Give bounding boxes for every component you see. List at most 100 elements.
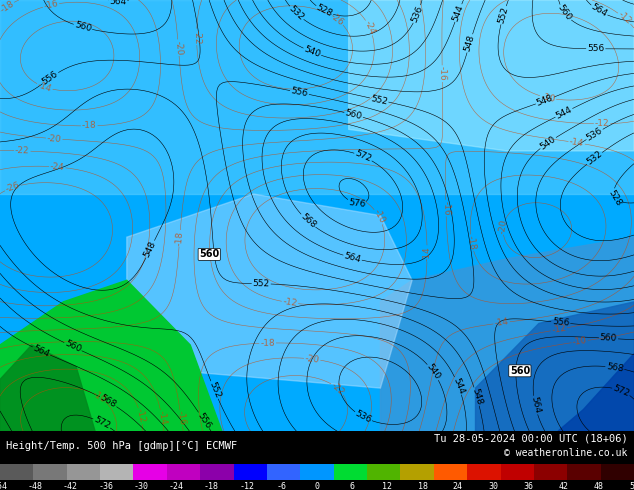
Bar [367,464,401,480]
Text: -24: -24 [49,162,65,172]
Text: 30: 30 [488,482,498,490]
Bar [534,464,567,480]
Text: -20: -20 [304,354,320,365]
Text: -12: -12 [239,482,254,490]
Bar [333,464,367,480]
Polygon shape [476,302,634,431]
Text: -6: -6 [277,482,287,490]
Text: -22: -22 [15,146,30,156]
Text: -18: -18 [0,0,16,14]
Text: 544: 544 [554,105,574,121]
Text: 556: 556 [290,86,309,98]
Polygon shape [349,0,634,151]
Text: 556: 556 [195,411,212,430]
Text: 564: 564 [343,251,362,265]
Bar [434,464,467,480]
Text: -42: -42 [63,482,78,490]
Text: -14: -14 [494,318,509,328]
Text: -26: -26 [328,11,346,27]
Polygon shape [0,280,222,431]
Text: 560: 560 [63,339,82,354]
Text: -24: -24 [363,19,377,36]
Text: 572: 572 [612,384,631,398]
Text: -18: -18 [260,339,275,348]
Bar [200,464,233,480]
Bar [301,464,333,480]
Text: -12: -12 [282,297,298,308]
Text: -16: -16 [43,0,59,11]
Text: 48: 48 [594,482,604,490]
Text: 560: 560 [600,333,618,343]
Text: 536: 536 [410,4,425,24]
Text: 560: 560 [344,108,363,122]
Text: 568: 568 [299,212,318,230]
Text: -14: -14 [569,137,585,148]
Text: -36: -36 [98,482,113,490]
Text: 576: 576 [347,197,366,209]
Text: -30: -30 [133,482,148,490]
Text: -10: -10 [372,208,387,225]
Bar [0,464,34,480]
Bar [67,464,100,480]
Text: 564: 564 [529,396,541,415]
Polygon shape [558,354,634,431]
Bar [500,464,534,480]
Text: 556: 556 [587,44,604,53]
Polygon shape [0,345,95,431]
Text: -14: -14 [36,80,53,94]
Bar [600,464,634,480]
Text: 564: 564 [589,2,609,19]
Text: 548: 548 [143,240,158,259]
Text: -10: -10 [540,92,556,104]
Text: -20: -20 [498,219,509,234]
Text: 560: 560 [556,3,573,23]
Text: 532: 532 [287,4,306,23]
Text: -12: -12 [134,408,147,424]
Text: 54: 54 [629,482,634,490]
Bar [167,464,200,480]
Bar [134,464,167,480]
Bar [467,464,500,480]
Text: -10: -10 [91,389,108,404]
Text: -22: -22 [192,29,201,44]
Text: 548: 548 [470,387,484,406]
Text: -24: -24 [169,482,184,490]
Text: 548: 548 [463,34,477,53]
Text: -10: -10 [572,336,588,347]
Text: 12: 12 [382,482,392,490]
Text: 556: 556 [41,70,60,87]
Text: 0: 0 [314,482,320,490]
Text: -22: -22 [329,381,346,397]
Text: 544: 544 [451,376,465,395]
Text: Tu 28-05-2024 00:00 UTC (18+06): Tu 28-05-2024 00:00 UTC (18+06) [434,434,628,443]
Text: -18: -18 [204,482,219,490]
Text: 552: 552 [370,94,389,106]
Text: 548: 548 [535,94,554,108]
Text: -16: -16 [176,410,187,426]
Text: 540: 540 [538,134,557,151]
Text: 532: 532 [585,149,604,167]
Text: -20: -20 [46,134,61,144]
Bar [401,464,434,480]
Text: -54: -54 [0,482,8,490]
Text: 528: 528 [607,188,623,207]
Text: -14: -14 [423,246,432,261]
Text: -16: -16 [441,200,451,216]
Text: 528: 528 [314,3,334,19]
Text: 560: 560 [510,366,530,376]
Text: 560: 560 [74,21,93,34]
Text: 572: 572 [354,149,373,164]
Text: 552: 552 [207,380,222,400]
Polygon shape [380,237,634,431]
Bar [34,464,67,480]
Text: -12: -12 [595,119,609,128]
Text: -48: -48 [28,482,42,490]
Text: 564: 564 [109,0,127,6]
Bar [233,464,267,480]
Text: 18: 18 [418,482,428,490]
Text: 536: 536 [354,409,373,425]
Text: -18: -18 [466,235,477,251]
Text: -12: -12 [616,10,633,26]
Text: 6: 6 [350,482,354,490]
Text: © weatheronline.co.uk: © weatheronline.co.uk [504,448,628,458]
